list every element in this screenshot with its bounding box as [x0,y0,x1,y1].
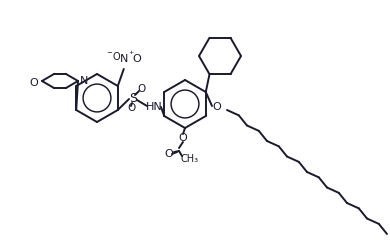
Text: S: S [129,92,137,105]
Text: CH₃: CH₃ [181,154,199,164]
Text: O: O [127,103,135,113]
Text: O: O [133,54,141,64]
Text: O: O [213,102,222,112]
Text: HN: HN [145,102,162,112]
Text: $^{+}$: $^{+}$ [128,49,134,59]
Text: $^{-}$O: $^{-}$O [106,50,121,62]
Text: O: O [179,133,187,143]
Text: O: O [29,78,38,88]
Text: O: O [165,149,174,159]
Text: N: N [80,76,89,86]
Text: O: O [137,84,145,94]
Text: N: N [120,54,128,64]
